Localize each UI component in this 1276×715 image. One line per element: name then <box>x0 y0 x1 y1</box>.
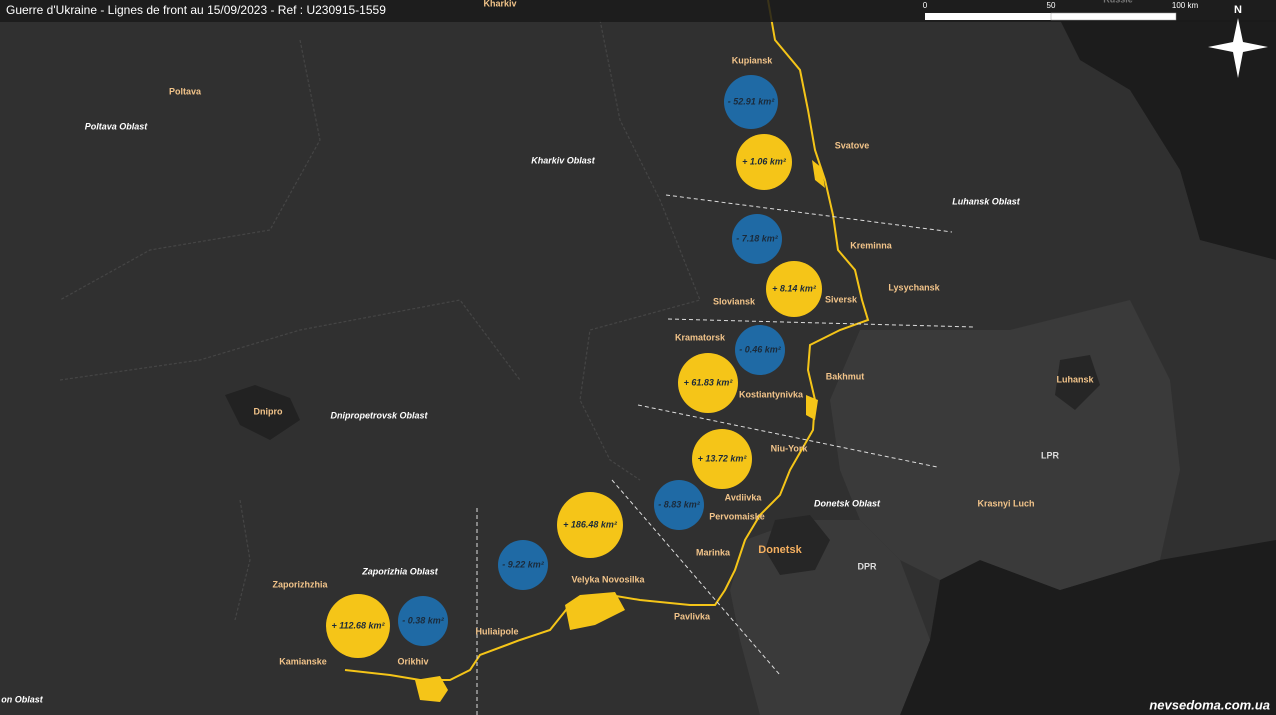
place-label: Donetsk <box>758 544 802 556</box>
change-label: - 7.18 km² <box>736 233 779 243</box>
russia-area-south <box>900 540 1276 715</box>
change-circle <box>326 594 390 658</box>
russia-area <box>1060 20 1276 260</box>
change-label: + 186.48 km² <box>563 519 618 529</box>
place-label: Zaporizhzhia <box>272 579 328 589</box>
title: Guerre d'Ukraine - Lignes de front au 15… <box>6 3 386 17</box>
scale-bar <box>1050 12 1177 21</box>
place-label: LPR <box>1041 450 1060 460</box>
change-label: - 52.91 km² <box>728 96 776 106</box>
liberated-area <box>806 160 825 420</box>
place-label: Avdiivka <box>725 492 763 502</box>
change-label: + 8.14 km² <box>772 283 817 293</box>
change-label: + 61.83 km² <box>684 377 734 387</box>
oblast-border <box>59 19 701 621</box>
region-label: on Oblast <box>1 694 44 704</box>
change-circle <box>654 480 704 530</box>
place-label: Luhansk <box>1056 374 1094 384</box>
place-label: Siversk <box>825 294 858 304</box>
change-circle <box>724 75 778 129</box>
place-label: Pervomaiske <box>709 511 765 521</box>
place-label: Poltava <box>169 86 202 96</box>
change-label: - 0.38 km² <box>402 615 445 625</box>
change-circle <box>678 353 738 413</box>
place-label: Bakhmut <box>826 371 865 381</box>
place-label: Kreminna <box>850 240 893 250</box>
place-label: Svatove <box>835 140 870 150</box>
change-circle <box>766 261 822 317</box>
scale-label: 50 <box>1047 1 1056 10</box>
change-label: - 9.22 km² <box>502 559 545 569</box>
change-label: - 8.83 km² <box>658 499 701 509</box>
change-label: + 1.06 km² <box>742 156 787 166</box>
change-circle <box>398 596 448 646</box>
change-circle <box>692 429 752 489</box>
change-circle <box>736 134 792 190</box>
region-label: Dnipropetrovsk Oblast <box>330 410 428 420</box>
region-label: Donetsk Oblast <box>814 498 881 508</box>
place-label: Kramatorsk <box>675 332 726 342</box>
place-label: Kostiantynivka <box>739 389 804 399</box>
place-label: Sloviansk <box>713 296 756 306</box>
city-area <box>1055 355 1100 410</box>
change-label: - 0.46 km² <box>739 344 782 354</box>
watermark: nevsedoma.com.ua <box>1149 697 1270 712</box>
place-label: Kupiansk <box>732 55 774 65</box>
scale-bar <box>925 13 1051 20</box>
liberated-area <box>415 676 448 702</box>
city-area <box>225 385 300 440</box>
place-label: Kamianske <box>279 656 327 666</box>
region-label: Poltava Oblast <box>85 121 149 131</box>
region-label: Zaporizhia Oblast <box>361 566 439 576</box>
change-label: + 112.68 km² <box>331 620 385 630</box>
sector-divider <box>665 194 953 233</box>
change-label: + 13.72 km² <box>698 453 748 463</box>
place-label: Orikhiv <box>397 656 428 666</box>
place-label: Niu-York <box>771 443 809 453</box>
front-line <box>344 0 870 681</box>
place-label: Velyka Novosilka <box>571 574 645 584</box>
change-circle <box>735 325 785 375</box>
region-label: Kharkiv Oblast <box>531 155 596 165</box>
compass-label: N <box>1234 4 1242 16</box>
place-label: Huliaipole <box>475 626 518 636</box>
change-circle <box>732 214 782 264</box>
compass <box>1208 18 1268 78</box>
change-circle <box>557 492 623 558</box>
scale-label: 100 km <box>1172 1 1199 10</box>
sector-divider <box>667 318 976 328</box>
place-label: Dnipro <box>254 406 283 416</box>
place-label: Pavlivka <box>674 611 711 621</box>
city-area <box>765 515 830 575</box>
sector-divider <box>637 404 938 468</box>
region-label: Luhansk Oblast <box>952 196 1021 206</box>
place-label: DPR <box>857 561 877 571</box>
scale-label: 0 <box>923 1 928 10</box>
place-label: Lysychansk <box>888 282 940 292</box>
place-label: Kharkiv <box>483 0 516 8</box>
place-label: Krasnyi Luch <box>977 498 1034 508</box>
place-label: Russie <box>1103 0 1133 4</box>
liberated-area <box>565 592 625 630</box>
sector-divider <box>611 479 781 676</box>
place-label: Marinka <box>696 547 731 557</box>
change-circle <box>498 540 548 590</box>
